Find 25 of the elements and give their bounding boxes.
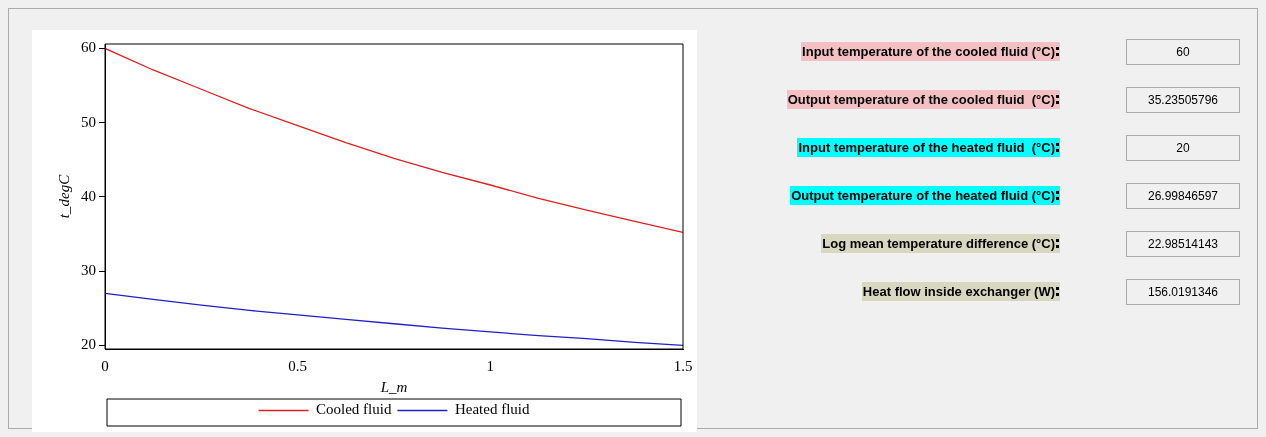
y-axis-title: t_degC xyxy=(55,173,72,219)
text: 26.99846597 xyxy=(1147,189,1219,203)
x-tick-label: 1.5 xyxy=(673,357,693,374)
category-label: Input temperature of the heated fluid (°C) xyxy=(797,138,1060,157)
y-tick-label: 20 xyxy=(81,336,96,353)
category-label: Output temperature of the heated fluid (°C) xyxy=(790,186,1060,205)
text: 20 xyxy=(1176,141,1190,155)
y-tick-label: 40 xyxy=(81,187,96,204)
x-axis-title: L_m xyxy=(379,378,408,395)
legend-label: Heated fluid xyxy=(454,401,530,418)
y-tick-label: 60 xyxy=(81,39,96,56)
category-label: Output temperature of the cooled fluid (°C) xyxy=(786,90,1060,109)
text: 156.0191346 xyxy=(1147,285,1219,299)
category-label: Log mean temperature difference (°C) xyxy=(821,234,1060,253)
x-tick-label: 0.5 xyxy=(288,357,308,374)
text: 60 xyxy=(1176,45,1190,59)
category-label: Heat flow inside exchanger (W) xyxy=(861,282,1060,301)
legend-label: Cooled fluid xyxy=(316,401,392,418)
category-label: Input temperature of the cooled fluid (°C) xyxy=(801,42,1060,61)
x-tick-label: 1 xyxy=(486,357,495,374)
y-tick-label: 30 xyxy=(81,262,96,279)
x-tick-label: 0 xyxy=(101,357,109,374)
y-tick-label: 50 xyxy=(81,113,96,130)
text: 22.98514143 xyxy=(1147,237,1219,251)
text: 35.23505796 xyxy=(1147,93,1219,107)
